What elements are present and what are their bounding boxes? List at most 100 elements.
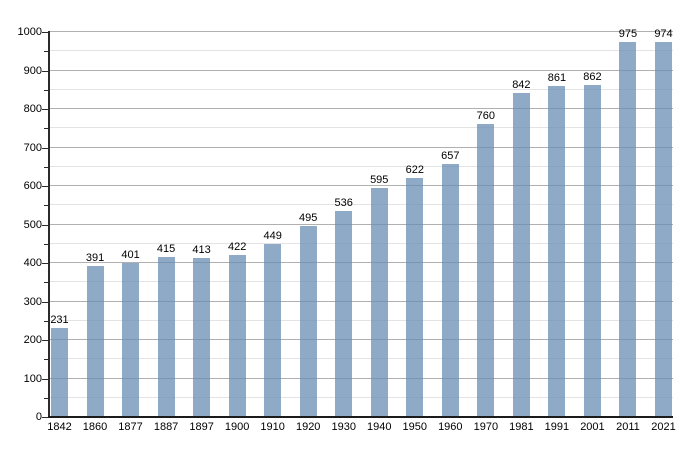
x-axis-tick-label: 1842: [47, 421, 72, 433]
x-axis-tick-label: 1950: [402, 421, 428, 433]
y-tick-major: [42, 224, 48, 226]
bar-value-label: 422: [227, 240, 247, 253]
bar-value-label: 415: [156, 243, 176, 256]
x-axis-tick-label: 1960: [438, 421, 463, 433]
x-axis-line: [48, 416, 673, 418]
bar: [264, 244, 282, 417]
y-axis-line: [48, 31, 50, 417]
y-axis-tick-label: 200: [23, 334, 42, 346]
bar-value-label: 495: [299, 212, 318, 225]
y-gridline-minor: [50, 88, 673, 90]
y-tick-minor: [44, 397, 48, 399]
y-axis-tick-label: 300: [23, 295, 42, 308]
bar-value-label: 595: [370, 173, 389, 186]
bar: [299, 226, 317, 417]
y-gridline-major: [50, 300, 673, 302]
y-gridline-minor: [50, 165, 673, 167]
bar: [477, 124, 495, 417]
y-gridline-minor: [50, 242, 673, 244]
bar: [193, 258, 211, 417]
bar: [441, 164, 459, 417]
y-tick-minor: [44, 282, 48, 284]
y-tick-major: [42, 417, 48, 418]
y-axis-tick-label: 400: [23, 257, 42, 269]
x-axis-tick-label: 1940: [367, 421, 392, 433]
y-gridline-major: [50, 31, 673, 32]
bar-value-label: 449: [263, 230, 282, 243]
x-axis-tick-label: 1910: [260, 421, 285, 433]
bar: [619, 41, 637, 417]
y-tick-major: [42, 263, 48, 264]
y-axis-tick-label: 100: [23, 372, 42, 385]
x-axis-tick-label: 2011: [616, 421, 640, 433]
bar: [548, 85, 566, 417]
bar: [51, 328, 68, 417]
y-tick-major: [42, 70, 48, 72]
y-gridline-minor: [50, 358, 673, 360]
y-gridline-minor: [50, 396, 673, 398]
y-axis-tick-label: 900: [23, 64, 42, 77]
bar-value-label: 861: [547, 71, 567, 84]
bar-value-label: 413: [192, 244, 211, 256]
bar: [406, 177, 424, 417]
y-tick-minor: [44, 243, 48, 245]
y-axis-tick-label: 500: [23, 218, 42, 231]
y-tick-major: [42, 340, 48, 341]
y-tick-minor: [44, 89, 48, 91]
bar-value-label: 231: [50, 314, 69, 327]
bar: [583, 85, 601, 417]
y-tick-major: [42, 186, 48, 187]
y-gridline-minor: [50, 319, 673, 321]
y-tick-minor: [44, 166, 48, 168]
y-tick-major: [42, 32, 48, 33]
bar-value-label: 391: [85, 252, 105, 265]
y-gridline-minor: [50, 281, 673, 283]
x-axis-tick-label: 1981: [509, 421, 534, 433]
bar: [157, 257, 175, 417]
y-gridline-major: [50, 377, 673, 379]
bar-value-label: 842: [512, 78, 531, 91]
y-gridline-minor: [50, 204, 673, 206]
y-tick-major: [42, 301, 48, 303]
bar: [122, 262, 140, 417]
bar-value-label: 622: [405, 163, 424, 176]
y-tick-minor: [44, 128, 48, 130]
x-axis-tick-label: 1860: [82, 421, 108, 433]
bar-value-label: 760: [476, 110, 496, 123]
bar-value-label: 975: [618, 27, 638, 40]
y-gridline-minor: [50, 50, 673, 52]
y-axis-tick-label: 800: [23, 103, 42, 115]
y-gridline-minor: [50, 127, 673, 129]
y-gridline-major: [50, 339, 673, 340]
x-axis-tick-label: 1991: [544, 421, 570, 433]
y-tick-major: [42, 147, 48, 149]
y-axis-tick-label: 1000: [17, 26, 42, 38]
bar-value-label: 974: [654, 28, 673, 41]
y-axis-tick-label: 0: [35, 411, 42, 423]
x-axis-tick-label: 1897: [189, 421, 214, 433]
y-tick-minor: [44, 51, 48, 53]
bar: [86, 266, 104, 417]
x-axis-tick-label: 1877: [118, 421, 143, 433]
bar-value-label: 657: [441, 150, 460, 163]
bar-value-label: 536: [334, 196, 353, 209]
x-axis-tick-label: 1930: [331, 421, 356, 433]
plot-area: 231 391 401 415 413 422 449 495 536 595 622 657 760 8…: [50, 28, 673, 417]
bar: [228, 254, 246, 417]
y-tick-major: [42, 378, 48, 380]
bar: [512, 92, 530, 417]
x-axis-tick-label: 1970: [473, 421, 499, 433]
bar: [370, 187, 388, 417]
y-tick-minor: [44, 205, 48, 207]
y-gridline-major: [50, 185, 673, 186]
y-gridline-major: [50, 108, 673, 109]
y-axis-tick-label: 700: [23, 141, 42, 154]
x-axis-tick-label: 2021: [651, 421, 676, 433]
x-axis-tick-label: 2001: [580, 421, 605, 433]
y-axis-tick-label: 600: [23, 180, 42, 192]
y-tick-minor: [44, 320, 48, 322]
y-tick-major: [42, 109, 48, 110]
x-axis-tick-label: 1900: [224, 421, 250, 433]
x-axis-tick-label: 1887: [153, 421, 179, 433]
